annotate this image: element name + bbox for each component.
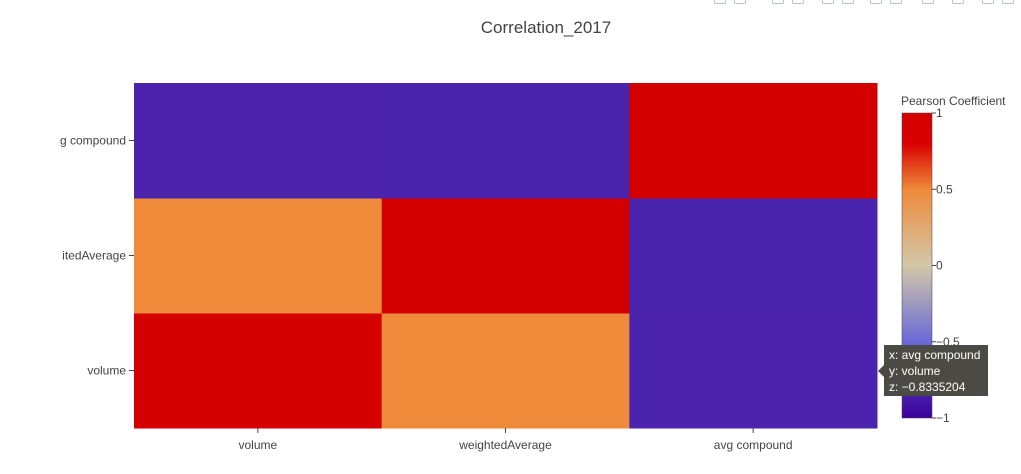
modebar-zoom-out-icon[interactable] bbox=[890, 0, 902, 4]
colorbar-tick-label: −1 bbox=[936, 411, 950, 425]
heatmap-cell[interactable] bbox=[381, 313, 630, 429]
heatmap-cell[interactable] bbox=[629, 83, 878, 199]
heatmap-cell[interactable] bbox=[629, 198, 878, 314]
modebar-lasso-icon[interactable] bbox=[842, 0, 854, 4]
modebar-pan-icon[interactable] bbox=[792, 0, 804, 4]
heatmap-cells bbox=[134, 83, 878, 429]
y-tick-label: itedAverage bbox=[62, 249, 126, 263]
tooltip-arrow bbox=[878, 364, 885, 378]
tooltip-x-line: x: avg compound bbox=[889, 348, 981, 362]
chart-title: Correlation_2017 bbox=[481, 18, 611, 37]
modebar-zoom-in-icon[interactable] bbox=[870, 0, 882, 4]
tooltip-z-line: z: −0.8335204 bbox=[889, 380, 966, 394]
modebar-logo-icon[interactable] bbox=[1002, 0, 1014, 4]
heatmap-cell[interactable] bbox=[629, 313, 878, 429]
modebar-save-icon[interactable] bbox=[734, 0, 746, 4]
modebar-reset-icon[interactable] bbox=[952, 0, 964, 4]
tooltip-y-line: y: volume bbox=[889, 364, 941, 378]
x-axis: volume weightedAverage avg compound bbox=[238, 428, 793, 452]
heatmap-cell[interactable] bbox=[381, 83, 630, 199]
heatmap-cell[interactable] bbox=[381, 198, 630, 314]
x-tick-label: avg compound bbox=[714, 438, 793, 452]
y-axis: volume itedAverage g compound bbox=[60, 134, 134, 378]
modebar-select-icon[interactable] bbox=[822, 0, 834, 4]
heatmap-cell[interactable] bbox=[134, 198, 383, 314]
x-tick-label: volume bbox=[238, 438, 277, 452]
modebar bbox=[712, 0, 1021, 5]
modebar-spike-icon[interactable] bbox=[982, 0, 994, 4]
modebar-download-icon[interactable] bbox=[714, 0, 726, 4]
heatmap-cell[interactable] bbox=[134, 313, 383, 429]
y-tick-label: volume bbox=[87, 364, 126, 378]
heatmap-cell[interactable] bbox=[134, 83, 383, 199]
modebar-zoom-icon[interactable] bbox=[772, 0, 784, 4]
hover-tooltip: x: avg compound y: volume z: −0.8335204 bbox=[878, 345, 988, 396]
colorbar-title: Pearson Coefficient bbox=[901, 94, 1006, 108]
colorbar-tick-label: 0 bbox=[936, 259, 943, 273]
y-tick-label: g compound bbox=[60, 134, 126, 148]
modebar-autoscale-icon[interactable] bbox=[922, 0, 934, 4]
x-tick-label: weightedAverage bbox=[458, 438, 552, 452]
colorbar-ticks: 10.50−0.5−1 bbox=[932, 106, 960, 425]
colorbar-tick-label: 0.5 bbox=[936, 182, 953, 196]
colorbar-tick-label: 1 bbox=[936, 106, 943, 120]
